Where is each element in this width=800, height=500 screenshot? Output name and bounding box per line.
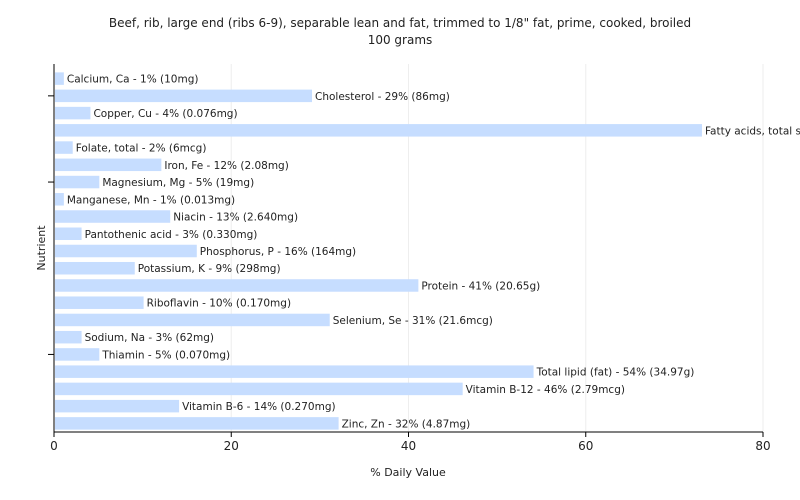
chart-subtitle: 100 grams <box>368 33 433 47</box>
x-tick-label: 0 <box>50 439 58 453</box>
x-tick-label: 40 <box>401 439 416 453</box>
bar <box>55 313 330 327</box>
bar-label: Thiamin - 5% (0.070mg) <box>101 349 230 361</box>
bar <box>55 72 64 85</box>
y-ticks-layer <box>48 95 54 355</box>
x-tick-label: 60 <box>578 439 593 453</box>
bar-label: Pantothenic acid - 3% (0.330mg) <box>85 229 258 241</box>
y-axis-title: Nutrient <box>35 225 48 271</box>
bar <box>55 141 73 154</box>
bar-label: Manganese, Mn - 1% (0.013mg) <box>67 194 235 206</box>
x-tick-label: 20 <box>224 439 239 453</box>
bar-label: Selenium, Se - 31% (21.6mcg) <box>333 315 493 327</box>
bar-label: Cholesterol - 29% (86mg) <box>315 91 450 103</box>
bar-label: Phosphorus, P - 16% (164mg) <box>200 246 356 258</box>
bar <box>55 348 100 361</box>
bar <box>55 158 162 172</box>
bar-label: Vitamin B-12 - 46% (2.79mcg) <box>466 384 625 396</box>
x-tick-label: 80 <box>755 439 770 453</box>
bar-label: Calcium, Ca - 1% (10mg) <box>67 74 199 86</box>
bar <box>55 382 463 396</box>
bar-label: Fatty acids, total saturated - 73% (14.5… <box>705 125 800 137</box>
bar-label: Niacin - 13% (2.640mg) <box>173 212 298 224</box>
bar <box>55 227 82 241</box>
bar-label: Total lipid (fat) - 54% (34.97g) <box>536 367 695 379</box>
bars-layer <box>55 72 702 430</box>
bar <box>55 296 144 309</box>
bar-label: Protein - 41% (20.65g) <box>421 280 540 292</box>
bar-label: Sodium, Na - 3% (62mg) <box>85 332 214 344</box>
bar <box>55 193 64 206</box>
bar-label: Riboflavin - 10% (0.170mg) <box>147 298 291 310</box>
bar <box>55 89 313 103</box>
bar <box>55 279 419 292</box>
bar-label: Potassium, K - 9% (298mg) <box>138 263 281 275</box>
bar-label: Vitamin B-6 - 14% (0.270mg) <box>182 401 336 413</box>
bar-label: Iron, Fe - 12% (2.08mg) <box>164 160 288 172</box>
bar-label: Copper, Cu - 4% (0.076mg) <box>93 108 237 120</box>
bar <box>55 175 100 189</box>
bar-label: Magnesium, Mg - 5% (19mg) <box>102 177 254 189</box>
bar <box>55 365 534 378</box>
bar <box>55 244 197 258</box>
chart-title: Beef, rib, large end (ribs 6-9), separab… <box>109 16 691 30</box>
x-axis-title: % Daily Value <box>370 466 446 479</box>
bar <box>55 124 702 137</box>
bar-labels-layer: Calcium, Ca - 1% (10mg) Cholesterol - 29%… <box>67 74 800 431</box>
bar <box>55 417 339 430</box>
bar <box>55 399 180 413</box>
x-ticks-layer: 0 20 40 60 80 <box>50 432 771 453</box>
bar-label: Zinc, Zn - 32% (4.87mg) <box>342 418 471 430</box>
bar <box>55 106 91 120</box>
bar <box>55 210 171 223</box>
bar-label: Folate, total - 2% (6mcg) <box>76 143 207 155</box>
bar <box>55 261 135 275</box>
bar <box>55 330 82 344</box>
